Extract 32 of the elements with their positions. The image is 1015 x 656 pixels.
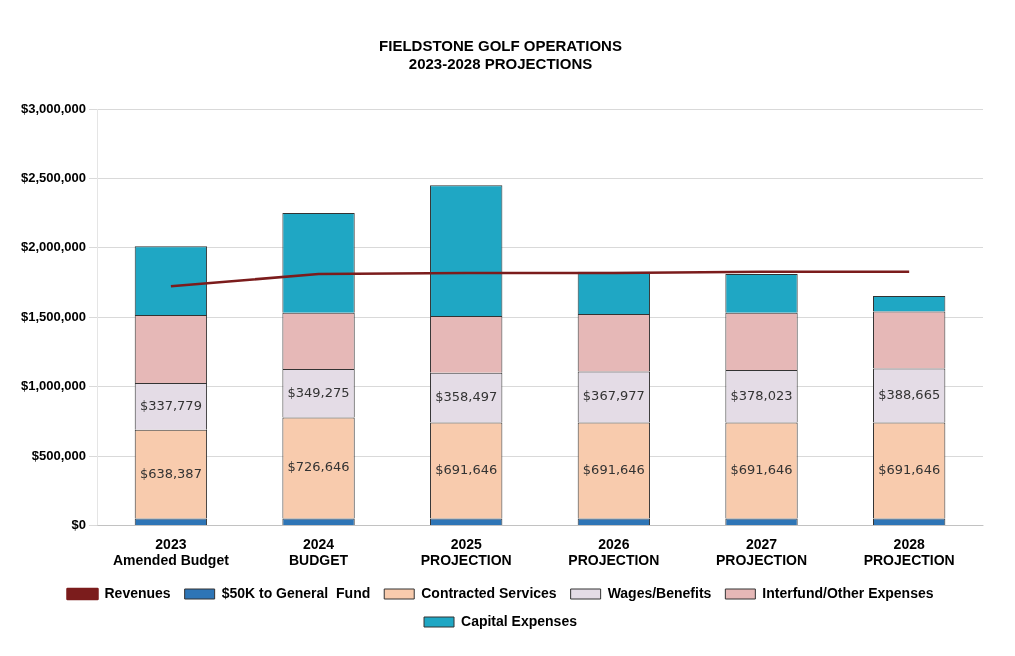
- data-label: $691,646: [730, 461, 793, 477]
- x-tick-label: 2024 BUDGET: [288, 535, 349, 569]
- data-label: $726,646: [287, 459, 350, 475]
- data-label: $358,497: [435, 388, 498, 404]
- y-tick-label: $3,000,000: [20, 100, 87, 116]
- data-label: $378,023: [730, 387, 793, 403]
- data-label: $691,646: [582, 461, 645, 477]
- data-label: $691,646: [878, 461, 941, 477]
- y-tick-label: $0: [71, 516, 87, 532]
- x-tick-label: 2028 PROJECTION: [863, 535, 955, 569]
- data-label: $388,665: [878, 386, 941, 402]
- legend-label: Contracted Services: [421, 584, 557, 601]
- legend-label: Wages/Benefits: [607, 584, 712, 601]
- legend-label: $50K to General Fund: [221, 584, 371, 601]
- data-label: $691,646: [435, 461, 498, 477]
- data-label: $367,977: [582, 388, 645, 404]
- y-tick-label: $2,500,000: [20, 169, 87, 185]
- y-tick-label: $1,500,000: [20, 308, 87, 324]
- data-label: $337,779: [139, 397, 202, 413]
- data-label: $638,387: [139, 465, 202, 481]
- data-label: $349,275: [287, 384, 350, 400]
- y-tick-label: $500,000: [31, 447, 87, 463]
- x-tick-label: 2023 Amended Budget: [112, 535, 230, 569]
- x-tick-label: 2025 PROJECTION: [420, 535, 512, 569]
- y-tick-label: $1,000,000: [20, 378, 87, 394]
- x-tick-label: 2026 PROJECTION: [568, 535, 660, 569]
- y-tick-label: $2,000,000: [20, 239, 87, 255]
- legend-label: Interfund/Other Expenses: [762, 584, 934, 601]
- x-tick-label: 2027 PROJECTION: [716, 535, 808, 569]
- legend-label: Capital Expenses: [461, 612, 578, 629]
- legend-label: Revenues: [104, 584, 171, 601]
- chart-title: FIELDSTONE GOLF OPERATIONS 2023-2028 PROJECTIONS: [379, 37, 622, 73]
